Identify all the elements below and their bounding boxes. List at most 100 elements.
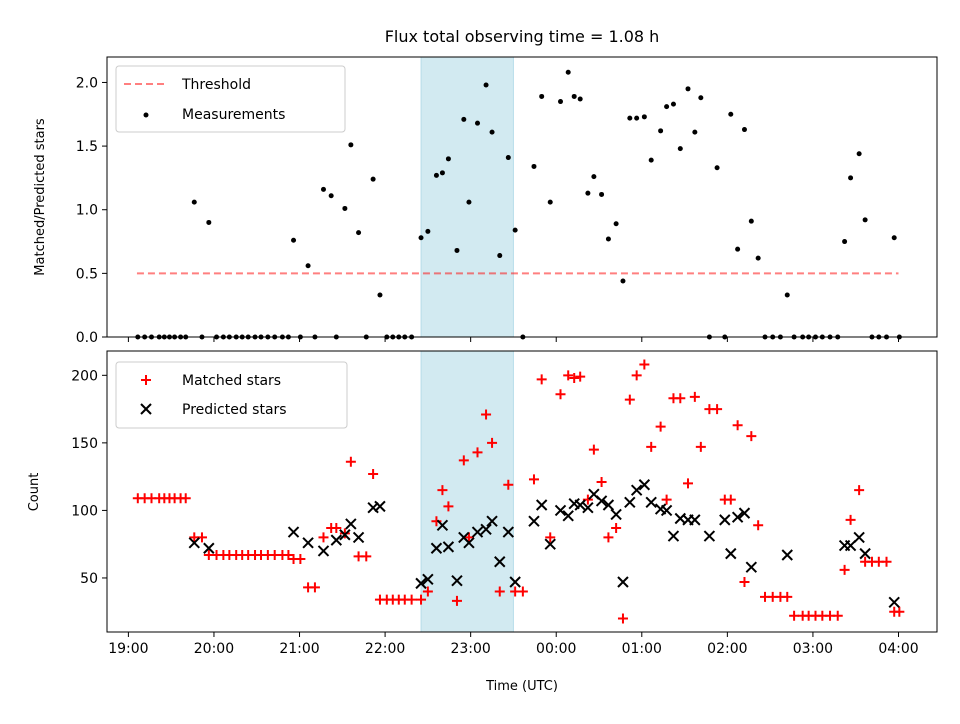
measurement-point bbox=[291, 237, 297, 243]
matched-star-point bbox=[832, 610, 843, 621]
top-axes-frame bbox=[106, 56, 938, 338]
x-tick-label: 23:00 bbox=[450, 641, 490, 657]
measurement-point bbox=[591, 174, 597, 180]
matched-star-point bbox=[739, 577, 750, 588]
measurement-point bbox=[685, 86, 691, 92]
matched-star-point bbox=[695, 441, 706, 452]
measurement-point bbox=[497, 253, 503, 259]
matched-star-point bbox=[689, 391, 700, 402]
predicted-star-point bbox=[731, 511, 744, 523]
matched-star-point bbox=[536, 374, 547, 385]
matched-star-point bbox=[458, 455, 469, 466]
measurement-point bbox=[539, 93, 545, 99]
predicted-star-point bbox=[374, 500, 386, 513]
measurement-point bbox=[862, 217, 868, 223]
matched-star-point bbox=[406, 594, 417, 605]
matched-star-point bbox=[789, 610, 800, 621]
measurement-point bbox=[454, 247, 460, 253]
matched-star-point bbox=[725, 494, 736, 505]
matched-star-point bbox=[639, 359, 650, 370]
matched-star-point bbox=[631, 370, 642, 381]
predicted-star-point bbox=[562, 510, 574, 522]
matched-star-point bbox=[854, 485, 865, 496]
matched-star-point bbox=[575, 371, 586, 382]
measurement-point bbox=[328, 193, 334, 199]
bottom-shaded-span bbox=[420, 350, 514, 633]
predicted-star-point bbox=[528, 515, 540, 527]
measurement-point bbox=[698, 95, 704, 101]
predicted-star-point bbox=[494, 556, 506, 568]
measurement-point bbox=[856, 151, 862, 157]
measurement-point bbox=[505, 155, 511, 161]
top-shaded-span bbox=[420, 56, 514, 338]
measurement-point bbox=[348, 142, 354, 148]
bottom-legend: Matched stars Predicted stars bbox=[115, 361, 348, 429]
top-y-tick-label: 2.0 bbox=[76, 75, 98, 91]
predicted-star-point bbox=[660, 504, 673, 517]
predicted-star-point bbox=[602, 499, 615, 511]
bottom-y-tick-label: 200 bbox=[71, 368, 98, 384]
predicted-star-point bbox=[502, 526, 515, 538]
measurement-point bbox=[620, 278, 626, 284]
predicted-star-point bbox=[689, 514, 701, 526]
matched-star-point bbox=[646, 441, 657, 452]
bottom-legend-box bbox=[115, 361, 348, 429]
predicted-star-point bbox=[582, 502, 594, 514]
predicted-star-point bbox=[667, 530, 680, 542]
measurement-point bbox=[425, 228, 431, 234]
measurement-point bbox=[577, 96, 583, 102]
matched-star-point bbox=[596, 477, 607, 488]
predicted-star-point bbox=[645, 496, 657, 509]
matched-star-point bbox=[569, 373, 580, 384]
matched-star-point bbox=[416, 594, 427, 605]
matched-star-point bbox=[451, 595, 462, 606]
x-tick-label: 22:00 bbox=[365, 641, 405, 657]
bottom-y-tick-label: 50 bbox=[80, 571, 98, 587]
matched-star-point bbox=[563, 370, 574, 381]
legend-predicted-marker bbox=[140, 403, 152, 415]
predicted-star-point bbox=[853, 531, 865, 544]
matched-star-point bbox=[180, 493, 191, 504]
measurement-point bbox=[418, 235, 424, 241]
predicted-star-point bbox=[330, 534, 343, 546]
measurement-point bbox=[489, 129, 495, 135]
predicted-star-point bbox=[574, 499, 586, 511]
top-legend-box bbox=[115, 65, 346, 133]
measurement-point bbox=[784, 292, 790, 298]
measurement-point bbox=[634, 115, 640, 121]
matched-star-point bbox=[472, 447, 483, 458]
predicted-star-point bbox=[638, 479, 651, 491]
measurement-point bbox=[433, 172, 439, 178]
matched-star-point bbox=[503, 479, 514, 490]
measurement-point bbox=[377, 292, 383, 298]
matched-star-point bbox=[675, 393, 686, 404]
predicted-star-point bbox=[554, 504, 567, 517]
predicted-star-point bbox=[888, 596, 900, 608]
predicted-star-point bbox=[422, 573, 434, 586]
bottom-plot-area: 50 100 150 200 19:00 20:00 21:00 22:00 23:00 00:0… bbox=[71, 350, 938, 657]
measurement-point bbox=[356, 230, 362, 236]
bottom-y-axis-label: Count bbox=[27, 473, 42, 512]
matched-star-point bbox=[463, 532, 474, 543]
predicted-star-point bbox=[486, 515, 498, 527]
measurement-point bbox=[664, 104, 670, 110]
measurement-point bbox=[677, 146, 683, 152]
top-panel: Flux total observing time = 1.08 h 0.00.… bbox=[33, 27, 938, 346]
predicted-star-point bbox=[442, 541, 455, 553]
predicted-star-point bbox=[544, 538, 556, 550]
predicted-star-point bbox=[630, 484, 643, 496]
measurement-point bbox=[547, 199, 553, 205]
measurement-point bbox=[571, 93, 577, 99]
predicted-star-point bbox=[725, 547, 737, 560]
measurement-point bbox=[370, 176, 376, 182]
bottom-panel: 50 100 150 200 19:00 20:00 21:00 22:00 23:00 00:0… bbox=[27, 350, 938, 694]
x-tick-label: 00:00 bbox=[536, 641, 576, 657]
predicted-star-point bbox=[703, 530, 716, 542]
predicted-star-point bbox=[719, 514, 731, 526]
measurement-point bbox=[670, 101, 676, 107]
predicted-star-point bbox=[203, 542, 215, 554]
measurement-point bbox=[558, 99, 564, 105]
matched-star-point bbox=[443, 501, 454, 512]
measurement-point bbox=[320, 186, 326, 192]
